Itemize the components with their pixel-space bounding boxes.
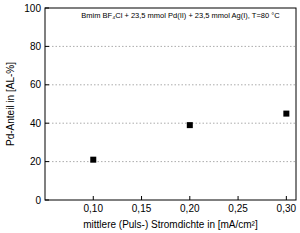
x-tick xyxy=(238,196,239,200)
y-tick xyxy=(45,123,49,124)
x-tick xyxy=(141,196,142,200)
points xyxy=(90,111,289,163)
y-tick xyxy=(45,200,49,201)
plot-frame xyxy=(45,8,296,200)
y-tick xyxy=(45,161,49,162)
y-tick-label: 100 xyxy=(24,3,41,14)
grid-line xyxy=(45,84,296,85)
x-axis-label: mittlere (Puls-) Stromdichte in [mA/cm²] xyxy=(83,219,258,230)
chart: 0 20 40 60 80 100 0,10 0,15 0,20 0,25 0,30 Bmim BF₄… xyxy=(0,0,300,233)
x-tick xyxy=(189,196,190,200)
x-tick-label: 0,10 xyxy=(84,203,104,214)
y-tick-label: 40 xyxy=(30,118,42,129)
grid-line xyxy=(45,123,296,124)
x-tick xyxy=(286,196,287,200)
point xyxy=(283,111,289,117)
y-tick-label: 60 xyxy=(30,79,42,90)
grid-line xyxy=(45,161,296,162)
grid-line xyxy=(45,46,296,47)
y-tick xyxy=(45,46,49,47)
y-tick-label: 20 xyxy=(30,156,42,167)
y-tick xyxy=(45,8,49,9)
x-tick-label: 0,15 xyxy=(132,203,152,214)
y-tick-label: 0 xyxy=(35,195,41,206)
title: Bmim BF₄Cl + 23,5 mmol Pd(II) + 23,5 mmo… xyxy=(81,11,280,20)
x-tick xyxy=(93,196,94,200)
x-tick-label: 0,25 xyxy=(228,203,248,214)
y-axis-label: Pd-Anteil in [AL-%] xyxy=(5,62,16,146)
y-tick-label: 80 xyxy=(30,41,42,52)
x-tick-label: 0,20 xyxy=(180,203,200,214)
point xyxy=(90,157,96,163)
point xyxy=(187,122,193,128)
x-tick-label: 0,30 xyxy=(277,203,297,214)
y-tick xyxy=(45,84,49,85)
